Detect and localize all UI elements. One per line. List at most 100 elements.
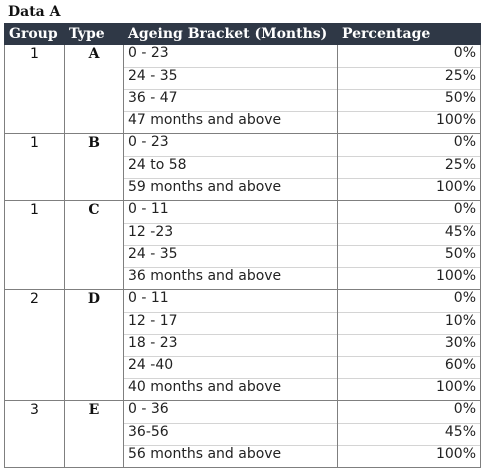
type-cell: E — [64, 400, 124, 423]
group-cell — [4, 245, 65, 267]
percentage-cell: 45% — [337, 422, 481, 445]
table-row: 12 -23 45% — [4, 222, 481, 245]
ageing-bracket-cell: 36 months and above — [123, 266, 338, 290]
table-row: 24 - 35 25% — [4, 66, 481, 89]
group-cell: 1 — [4, 44, 65, 67]
table-row: 36 - 47 50% — [4, 88, 481, 111]
table-row: 24 - 35 50% — [4, 244, 481, 267]
group-cell: 3 — [4, 400, 65, 423]
type-cell — [64, 423, 124, 445]
percentage-cell: 100% — [337, 177, 481, 201]
percentage-cell: 25% — [337, 66, 481, 89]
group-cell — [4, 178, 65, 201]
group-cell — [4, 67, 65, 89]
ageing-table: Group Type Ageing Bracket (Months) Perce… — [4, 23, 481, 468]
type-cell — [64, 445, 124, 468]
table-title: Data A — [8, 4, 61, 20]
table-row: 47 months and above 100% — [4, 110, 481, 134]
table-row: 12 - 17 10% — [4, 311, 481, 334]
ageing-bracket-cell: 0 - 36 — [123, 400, 338, 423]
type-cell — [64, 178, 124, 201]
type-cell — [64, 267, 124, 290]
type-cell — [64, 334, 124, 356]
ageing-bracket-cell: 0 - 11 — [123, 289, 338, 312]
header-group: Group — [4, 23, 65, 45]
ageing-bracket-cell: 0 - 23 — [123, 133, 338, 156]
ageing-bracket-cell: 12 -23 — [123, 222, 338, 245]
type-cell: D — [64, 289, 124, 312]
ageing-bracket-cell: 36-56 — [123, 422, 338, 445]
group-cell — [4, 223, 65, 245]
group-cell — [4, 334, 65, 356]
percentage-cell: 50% — [337, 244, 481, 267]
ageing-bracket-cell: 24 to 58 — [123, 155, 338, 178]
percentage-cell: 0% — [337, 133, 481, 156]
ageing-bracket-cell: 24 - 35 — [123, 66, 338, 89]
table-row: 59 months and above 100% — [4, 177, 481, 201]
type-cell: C — [64, 200, 124, 223]
group-cell — [4, 378, 65, 401]
percentage-cell: 0% — [337, 200, 481, 223]
type-cell: A — [64, 44, 124, 67]
type-cell — [64, 67, 124, 89]
percentage-cell: 100% — [337, 110, 481, 134]
ageing-bracket-cell: 18 - 23 — [123, 333, 338, 356]
table-row: 18 - 23 30% — [4, 333, 481, 356]
ageing-bracket-cell: 0 - 23 — [123, 44, 338, 67]
group-cell — [4, 423, 65, 445]
group-cell — [4, 89, 65, 111]
group-cell — [4, 312, 65, 334]
percentage-cell: 100% — [337, 266, 481, 290]
group-cell — [4, 156, 65, 178]
percentage-cell: 30% — [337, 333, 481, 356]
type-cell — [64, 378, 124, 401]
percentage-cell: 100% — [337, 377, 481, 401]
percentage-cell: 45% — [337, 222, 481, 245]
ageing-bracket-cell: 36 - 47 — [123, 88, 338, 111]
table-header: Group Type Ageing Bracket (Months) Perce… — [4, 23, 481, 45]
group-cell: 1 — [4, 133, 65, 156]
type-cell — [64, 312, 124, 334]
ageing-bracket-cell: 24 - 35 — [123, 244, 338, 267]
group-cell — [4, 445, 65, 468]
group-cell: 1 — [4, 200, 65, 223]
percentage-cell: 10% — [337, 311, 481, 334]
type-cell — [64, 356, 124, 378]
ageing-bracket-cell: 0 - 11 — [123, 200, 338, 223]
header-type: Type — [64, 23, 124, 45]
header-percentage: Percentage — [337, 23, 481, 45]
table-row: 56 months and above 100% — [4, 444, 481, 468]
ageing-bracket-cell: 59 months and above — [123, 177, 338, 201]
group-cell — [4, 267, 65, 290]
ageing-bracket-cell: 12 - 17 — [123, 311, 338, 334]
type-cell — [64, 89, 124, 111]
percentage-cell: 60% — [337, 355, 481, 378]
type-cell — [64, 156, 124, 178]
type-cell — [64, 223, 124, 245]
percentage-cell: 0% — [337, 289, 481, 312]
table-row: 36-56 45% — [4, 422, 481, 445]
percentage-cell: 0% — [337, 400, 481, 423]
header-ageing-bracket: Ageing Bracket (Months) — [123, 23, 338, 45]
type-cell: B — [64, 133, 124, 156]
group-cell: 2 — [4, 289, 65, 312]
percentage-cell: 25% — [337, 155, 481, 178]
group-cell — [4, 356, 65, 378]
table-row: 40 months and above 100% — [4, 377, 481, 401]
ageing-bracket-cell: 40 months and above — [123, 377, 338, 401]
ageing-bracket-cell: 24 -40 — [123, 355, 338, 378]
ageing-bracket-cell: 47 months and above — [123, 110, 338, 134]
table-row: 24 to 58 25% — [4, 155, 481, 178]
type-cell — [64, 245, 124, 267]
header-row: Group Type Ageing Bracket (Months) Perce… — [4, 23, 481, 45]
table-row: 36 months and above 100% — [4, 266, 481, 290]
percentage-cell: 50% — [337, 88, 481, 111]
table-row: 24 -40 60% — [4, 355, 481, 378]
percentage-cell: 100% — [337, 444, 481, 468]
